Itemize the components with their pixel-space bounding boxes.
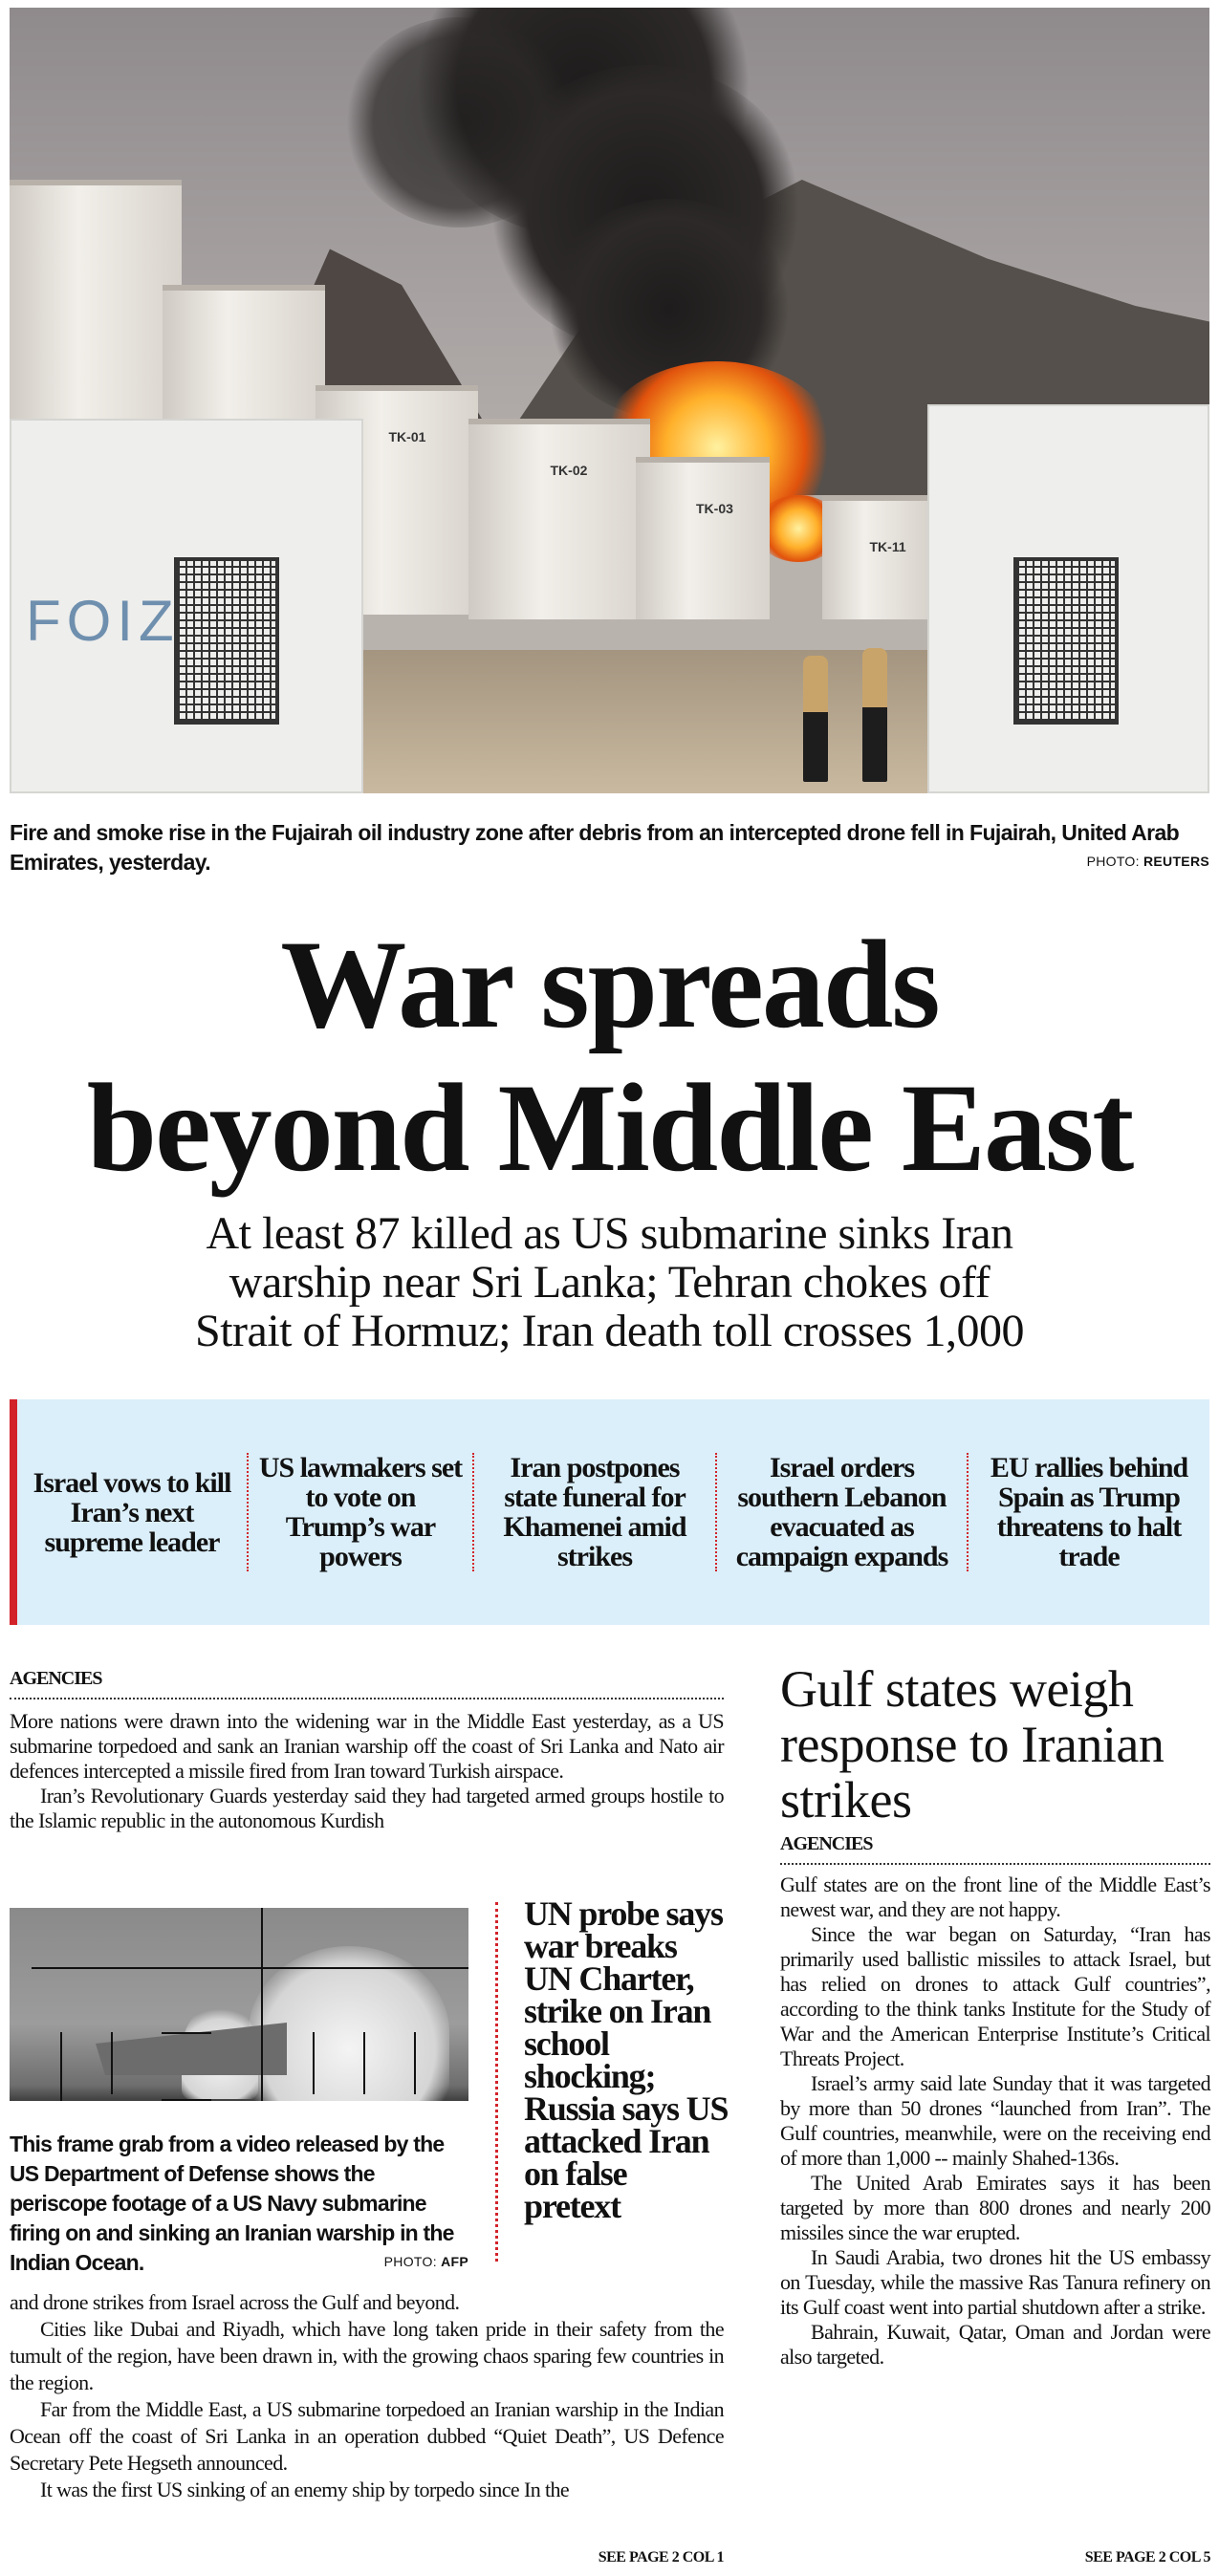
- tank-label: TK-01: [388, 429, 426, 444]
- photo-credit: PHOTO: REUTERS: [1086, 854, 1209, 869]
- paragraph: It was the first US sinking of an enemy …: [40, 2478, 570, 2501]
- paragraph: More nations were drawn into the widenin…: [10, 1709, 725, 1783]
- subhead-line: At least 87 killed as US submarine sinks…: [206, 1208, 1013, 1259]
- paragraph: and drone strikes from Israel across the…: [10, 2290, 460, 2314]
- teaser-item[interactable]: US lawmakers set to vote on Trump’s war …: [247, 1453, 472, 1571]
- paragraph: In Saudi Arabia, two drones hit the US e…: [780, 2245, 1211, 2319]
- byline: AGENCIES: [780, 1833, 1210, 1865]
- teaser-item[interactable]: EU rallies behind Spain as Trump threate…: [967, 1453, 1209, 1571]
- inset-photo-caption: This frame grab from a video released by…: [10, 2130, 468, 2278]
- paragraph: Cities like Dubai and Riyadh, which have…: [10, 2317, 725, 2394]
- subhead-line: Strait of Hormuz; Iran death toll crosse…: [195, 1306, 1024, 1356]
- paragraph: Far from the Middle East, a US submarine…: [10, 2397, 725, 2475]
- headline-line: beyond Middle East: [86, 1057, 1135, 1198]
- headline-line: War spreads: [280, 914, 940, 1054]
- byline: AGENCIES: [10, 1668, 724, 1699]
- main-story-top: AGENCIES More nations were drawn into th…: [10, 1668, 725, 1833]
- jump-link[interactable]: SEE PAGE 2 COL 1: [598, 2549, 725, 2565]
- jump-link[interactable]: SEE PAGE 2 COL 5: [1084, 2549, 1211, 2565]
- lead-photo-caption: Fire and smoke rise in the Fujairah oil …: [10, 818, 1209, 877]
- caption-text: Fire and smoke rise in the Fujairah oil …: [10, 820, 1180, 875]
- subheadline: At least 87 killed as US submarine sinks…: [0, 1209, 1219, 1355]
- tank-label: TK-02: [550, 463, 588, 478]
- teaser-item[interactable]: Israel orders southern Lebanon evacuated…: [715, 1453, 967, 1571]
- subhead-line: warship near Sri Lanka; Tehran chokes of…: [229, 1257, 990, 1308]
- inset-photo: [10, 1908, 468, 2101]
- paragraph: The United Arab Emirates says it has bee…: [780, 2171, 1211, 2244]
- caption-text: This frame grab from a video released by…: [10, 2132, 454, 2275]
- paragraph: Gulf states are on the front line of the…: [780, 1872, 1211, 1921]
- sidebar-headline[interactable]: UN probe says war breaks UN Charter, str…: [524, 1894, 729, 2225]
- wall-lettering: FOIZ: [26, 589, 180, 653]
- tank-label: TK-03: [696, 501, 733, 516]
- photo-credit: PHOTO: AFP: [383, 2254, 468, 2269]
- paragraph: Bahrain, Kuwait, Qatar, Oman and Jordan …: [780, 2320, 1211, 2369]
- paragraph: Iran’s Revolutionary Guards yesterday sa…: [10, 1784, 725, 1832]
- paragraph: Israel’s army said late Sunday that it w…: [780, 2071, 1211, 2170]
- paragraph: Since the war began on Saturday, “Iran h…: [780, 1922, 1211, 2070]
- lead-photo: TK-01 TK-02 TK-03 TK-11 FOIZ: [10, 8, 1209, 793]
- tank-label: TK-11: [869, 539, 906, 554]
- teaser-item[interactable]: Iran postpones state funeral for Khamene…: [472, 1453, 715, 1571]
- story-headline[interactable]: Gulf states weigh response to Iranian st…: [780, 1660, 1165, 1829]
- sidebar-divider: [495, 1902, 498, 2262]
- second-story: Gulf states weigh response to Iranian st…: [780, 1660, 1211, 2370]
- page-headline: War spreads beyond Middle East: [0, 913, 1219, 1200]
- teaser-item[interactable]: Israel vows to kill Iran’s next supreme …: [33, 1466, 232, 1558]
- teaser-strip: Israel vows to kill Iran’s next supreme …: [10, 1399, 1209, 1625]
- main-story-bottom: and drone strikes from Israel across the…: [10, 2289, 725, 2503]
